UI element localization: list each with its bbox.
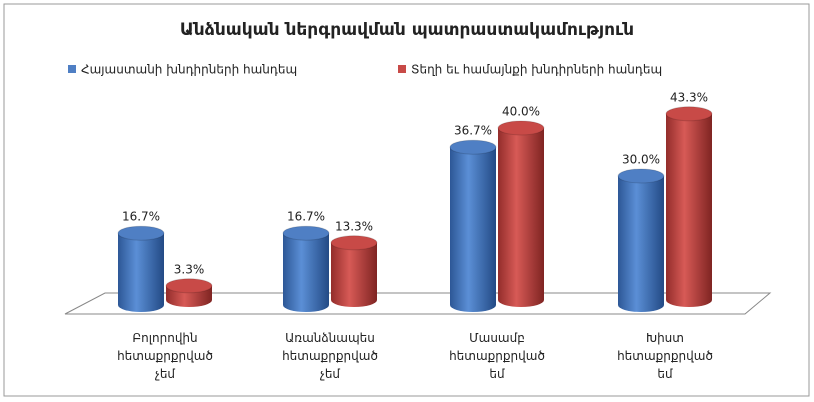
bar-body	[498, 128, 544, 307]
chart-title: Անձնական ներգրավման պատրաստակամություն	[180, 20, 634, 40]
bar-body	[666, 113, 712, 307]
bar-body	[283, 233, 329, 312]
bar-body	[331, 242, 377, 307]
bar-body	[118, 233, 164, 312]
bar-top	[449, 139, 497, 155]
bar-body	[450, 147, 496, 312]
category-label: Մասամբ հետաքրքրված եմ	[449, 331, 545, 381]
value-label: 16.7%	[122, 210, 160, 224]
value-label: 36.7%	[454, 124, 492, 138]
value-label: 16.7%	[287, 210, 325, 224]
legend-swatch	[398, 65, 406, 73]
bar-top	[330, 235, 378, 251]
floor	[64, 292, 772, 315]
bar-top	[665, 106, 713, 122]
legend-swatch	[68, 65, 76, 73]
bar-top	[497, 120, 545, 136]
bar-top	[282, 225, 330, 241]
legend-label: Տեղի եւ համայնքի խնդիրների հանդեպ	[411, 63, 662, 77]
bar-body	[618, 176, 664, 312]
value-label: 13.3%	[335, 219, 373, 233]
category-label: Բոլորովին հետաքրքրված չեմ	[117, 331, 213, 381]
value-label: 43.3%	[670, 90, 708, 104]
value-label: 40.0%	[502, 105, 540, 119]
bar-top	[617, 168, 665, 184]
legend-label: Հայաստանի խնդիրների հանդեպ	[81, 63, 297, 77]
value-label: 3.3%	[174, 262, 205, 276]
value-label: 30.0%	[622, 153, 660, 167]
bar-top	[117, 225, 165, 241]
category-label: Խիստ հետաքրքրված եմ	[617, 331, 713, 381]
category-label: Առանձնապես հետաքրքրված չեմ	[282, 331, 378, 381]
bar-top	[165, 278, 213, 294]
